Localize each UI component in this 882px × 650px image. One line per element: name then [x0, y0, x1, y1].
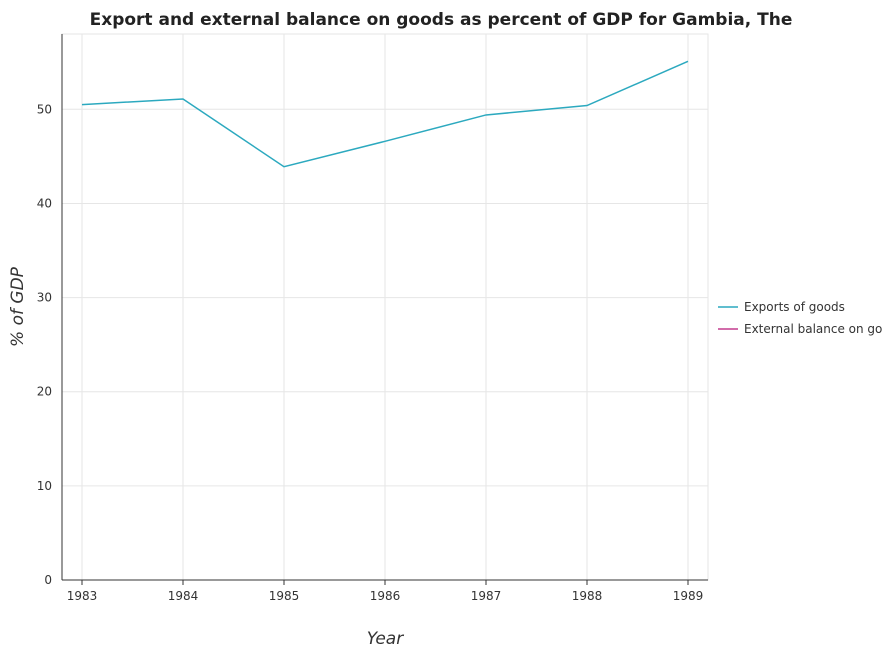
y-tick-label: 0 — [44, 573, 52, 587]
series-line-0 — [81, 60, 689, 168]
y-tick-label: 30 — [37, 291, 52, 305]
chart-title: Export and external balance on goods as … — [90, 10, 793, 30]
x-tick-label: 1985 — [269, 589, 300, 603]
x-tick-label: 1986 — [370, 589, 401, 603]
x-tick-label: 1984 — [168, 589, 199, 603]
x-tick-label: 1987 — [471, 589, 502, 603]
y-tick-label: 40 — [37, 196, 52, 210]
x-tick-label: 1989 — [673, 589, 704, 603]
y-tick-label: 10 — [37, 479, 52, 493]
y-axis-label: % of GDP — [8, 266, 28, 347]
axes-layer: 0 10 20 30 40 50 1983 1984 1985 1986 1987 1988 1989 — [37, 34, 708, 603]
legend: Exports of goods External balance on good… — [718, 300, 882, 336]
legend-label-1: External balance on goods — [744, 322, 882, 336]
legend-label-0: Exports of goods — [744, 300, 845, 314]
y-tick-label: 20 — [37, 385, 52, 399]
series-layer — [81, 60, 689, 168]
y-tick-label: 50 — [37, 102, 52, 116]
x-axis-label: Year — [367, 629, 404, 649]
x-tick-label: 1988 — [572, 589, 603, 603]
grid-layer — [61, 33, 709, 581]
x-tick-label: 1983 — [67, 589, 98, 603]
